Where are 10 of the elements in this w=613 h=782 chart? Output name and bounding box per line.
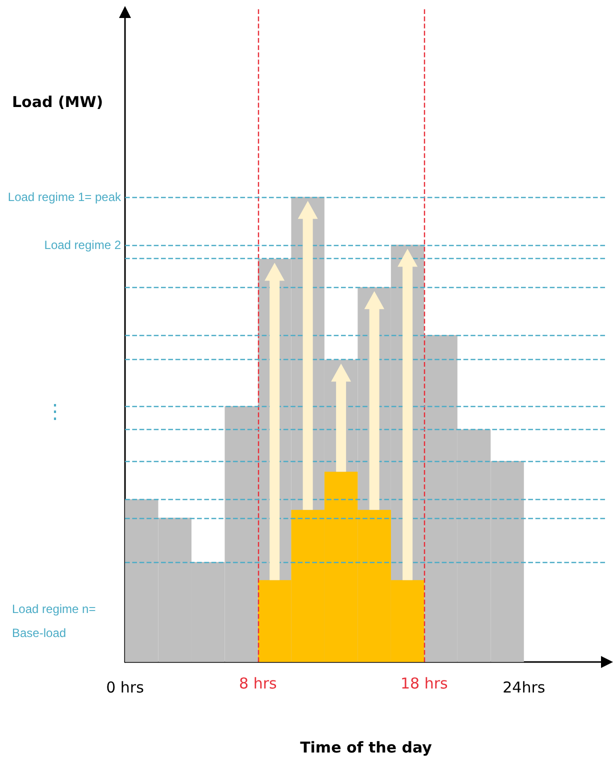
ref-line-label: Load regime 2 [44,238,122,252]
text: Load regime n= Base-load [12,602,100,640]
text: ⋮ [45,401,65,423]
ref-line-label: 8 hrs [239,674,278,692]
x-axis-title: Time of the day [300,738,432,756]
x-tick-label: 24hrs [502,678,546,696]
text: Load (MW) [12,93,104,111]
ref-line-label: 18 hrs [400,674,448,692]
ref-line-label: Load regime 1= peak [8,190,122,204]
x-tick-label: 0 hrs [106,678,144,696]
